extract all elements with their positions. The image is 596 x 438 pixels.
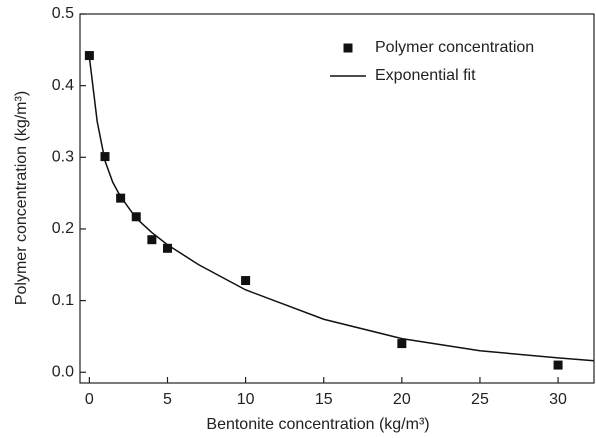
data-point xyxy=(241,276,251,286)
legend-marker xyxy=(343,43,353,53)
data-point xyxy=(397,339,407,349)
x-tick-label: 0 xyxy=(85,391,94,408)
data-point xyxy=(131,212,141,222)
y-tick-label: 0.1 xyxy=(52,292,74,309)
y-tick-label: 0.2 xyxy=(52,220,74,237)
data-point xyxy=(147,235,157,245)
data-point xyxy=(162,243,172,253)
plot-frame xyxy=(79,13,595,384)
x-tick-label: 15 xyxy=(315,391,333,408)
x-tick-label: 5 xyxy=(163,391,172,408)
data-point xyxy=(553,360,563,370)
legend-label: Polymer concentration xyxy=(375,39,534,56)
data-point xyxy=(100,152,110,162)
y-tick-label: 0.3 xyxy=(52,149,74,166)
x-tick-label: 20 xyxy=(393,391,411,408)
y-tick-label: 0.5 xyxy=(52,5,74,22)
x-tick-label: 10 xyxy=(237,391,255,408)
y-axis-label: Polymer concentration (kg/m³) xyxy=(13,91,30,305)
data-point xyxy=(116,193,126,203)
legend-label: Exponential fit xyxy=(375,67,476,84)
y-tick-label: 0.0 xyxy=(52,363,74,380)
data-point xyxy=(84,51,94,61)
y-tick-label: 0.4 xyxy=(52,77,74,94)
fit-line xyxy=(88,56,595,362)
x-tick-label: 25 xyxy=(471,391,489,408)
x-tick-label: 30 xyxy=(549,391,567,408)
x-axis-label: Bentonite concentration (kg/m³) xyxy=(206,416,429,433)
